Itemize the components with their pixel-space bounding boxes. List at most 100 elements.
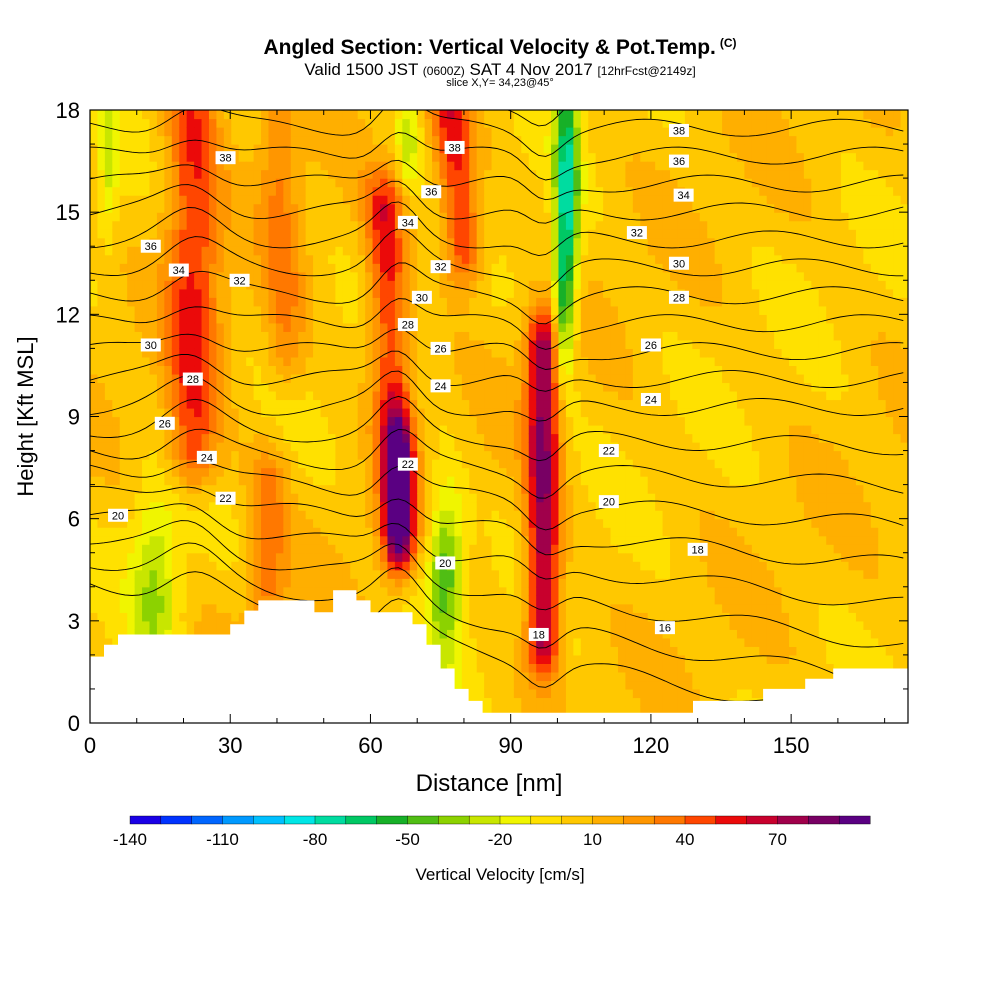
velocity-cell	[194, 595, 203, 605]
velocity-cell	[469, 552, 478, 562]
velocity-cell	[580, 203, 589, 213]
velocity-cell	[268, 263, 277, 273]
velocity-cell	[387, 152, 396, 162]
velocity-cell	[268, 144, 277, 154]
velocity-cell	[409, 561, 418, 571]
velocity-cell	[275, 118, 284, 128]
velocity-cell	[394, 280, 403, 290]
velocity-cell	[573, 612, 582, 622]
velocity-cell	[558, 663, 567, 673]
velocity-cell	[201, 339, 210, 349]
velocity-cell	[119, 552, 128, 562]
velocity-cell	[446, 654, 455, 664]
velocity-cell	[104, 620, 113, 630]
velocity-cell	[142, 484, 151, 494]
velocity-cell	[246, 561, 255, 571]
velocity-cell	[194, 433, 203, 443]
velocity-cell	[580, 484, 589, 494]
velocity-cell	[186, 612, 195, 622]
velocity-cell	[298, 433, 307, 443]
velocity-cell	[194, 118, 203, 128]
velocity-cell	[320, 484, 329, 494]
velocity-cell	[164, 271, 173, 281]
velocity-cell	[461, 229, 470, 239]
velocity-cell	[179, 493, 188, 503]
velocity-cell	[499, 186, 508, 196]
velocity-cell	[201, 331, 210, 341]
velocity-cell	[372, 152, 381, 162]
velocity-cell	[171, 305, 180, 315]
velocity-cell	[223, 595, 232, 605]
velocity-cell	[134, 442, 143, 452]
velocity-cell	[342, 467, 351, 477]
velocity-cell	[402, 569, 411, 579]
velocity-cell	[387, 373, 396, 384]
velocity-cell	[238, 578, 247, 588]
velocity-cell	[484, 467, 493, 477]
velocity-cell	[573, 595, 582, 605]
velocity-cell	[134, 178, 143, 188]
velocity-cell	[164, 305, 173, 315]
velocity-cell	[521, 663, 530, 673]
velocity-cell	[580, 603, 589, 613]
velocity-cell	[335, 169, 344, 179]
velocity-cell	[283, 518, 292, 528]
velocity-cell	[231, 365, 240, 375]
velocity-cell	[253, 195, 262, 205]
velocity-cell	[365, 527, 374, 537]
velocity-cell	[387, 510, 396, 520]
velocity-cell	[335, 144, 344, 154]
velocity-cell	[231, 425, 240, 435]
velocity-cell	[179, 254, 188, 264]
velocity-cell	[246, 339, 255, 349]
velocity-cell	[350, 161, 359, 171]
velocity-cell	[283, 552, 292, 562]
velocity-cell	[186, 476, 195, 486]
velocity-cell	[543, 671, 552, 682]
velocity-cell	[484, 569, 493, 579]
velocity-cell	[536, 314, 545, 324]
velocity-cell	[432, 195, 441, 205]
velocity-cell	[565, 535, 574, 545]
velocity-cell	[327, 544, 336, 554]
velocity-cell	[499, 339, 508, 349]
velocity-cell	[194, 178, 203, 188]
velocity-cell	[327, 476, 336, 486]
velocity-cell	[104, 484, 113, 494]
velocity-cell	[484, 595, 493, 605]
velocity-cell	[238, 144, 247, 154]
velocity-cell	[335, 246, 344, 256]
velocity-cell	[454, 110, 463, 120]
velocity-cell	[164, 195, 173, 205]
velocity-cell	[223, 246, 232, 256]
velocity-cell	[402, 280, 411, 290]
velocity-cell	[491, 527, 500, 537]
velocity-cell	[179, 620, 188, 630]
velocity-cell	[528, 459, 537, 469]
velocity-cell	[506, 527, 515, 537]
velocity-cell	[446, 416, 455, 426]
velocity-cell	[484, 552, 493, 562]
velocity-cell	[283, 348, 292, 358]
velocity-cell	[409, 152, 418, 162]
velocity-cell	[313, 348, 322, 358]
velocity-cell	[543, 459, 552, 469]
velocity-cell	[588, 544, 597, 554]
velocity-cell	[164, 629, 173, 639]
velocity-cell	[194, 152, 203, 162]
velocity-cell	[186, 535, 195, 545]
velocity-cell	[558, 433, 567, 443]
velocity-cell	[484, 501, 493, 511]
velocity-cell	[156, 612, 165, 622]
velocity-cell	[164, 493, 173, 503]
velocity-cell	[469, 280, 478, 290]
velocity-cell	[305, 280, 314, 290]
velocity-cell	[491, 680, 500, 690]
velocity-cell	[521, 637, 530, 647]
velocity-cell	[238, 365, 247, 375]
velocity-cell	[283, 493, 292, 503]
velocity-cell	[134, 365, 143, 375]
velocity-cell	[90, 127, 99, 137]
velocity-cell	[327, 356, 336, 367]
velocity-cell	[290, 280, 299, 290]
